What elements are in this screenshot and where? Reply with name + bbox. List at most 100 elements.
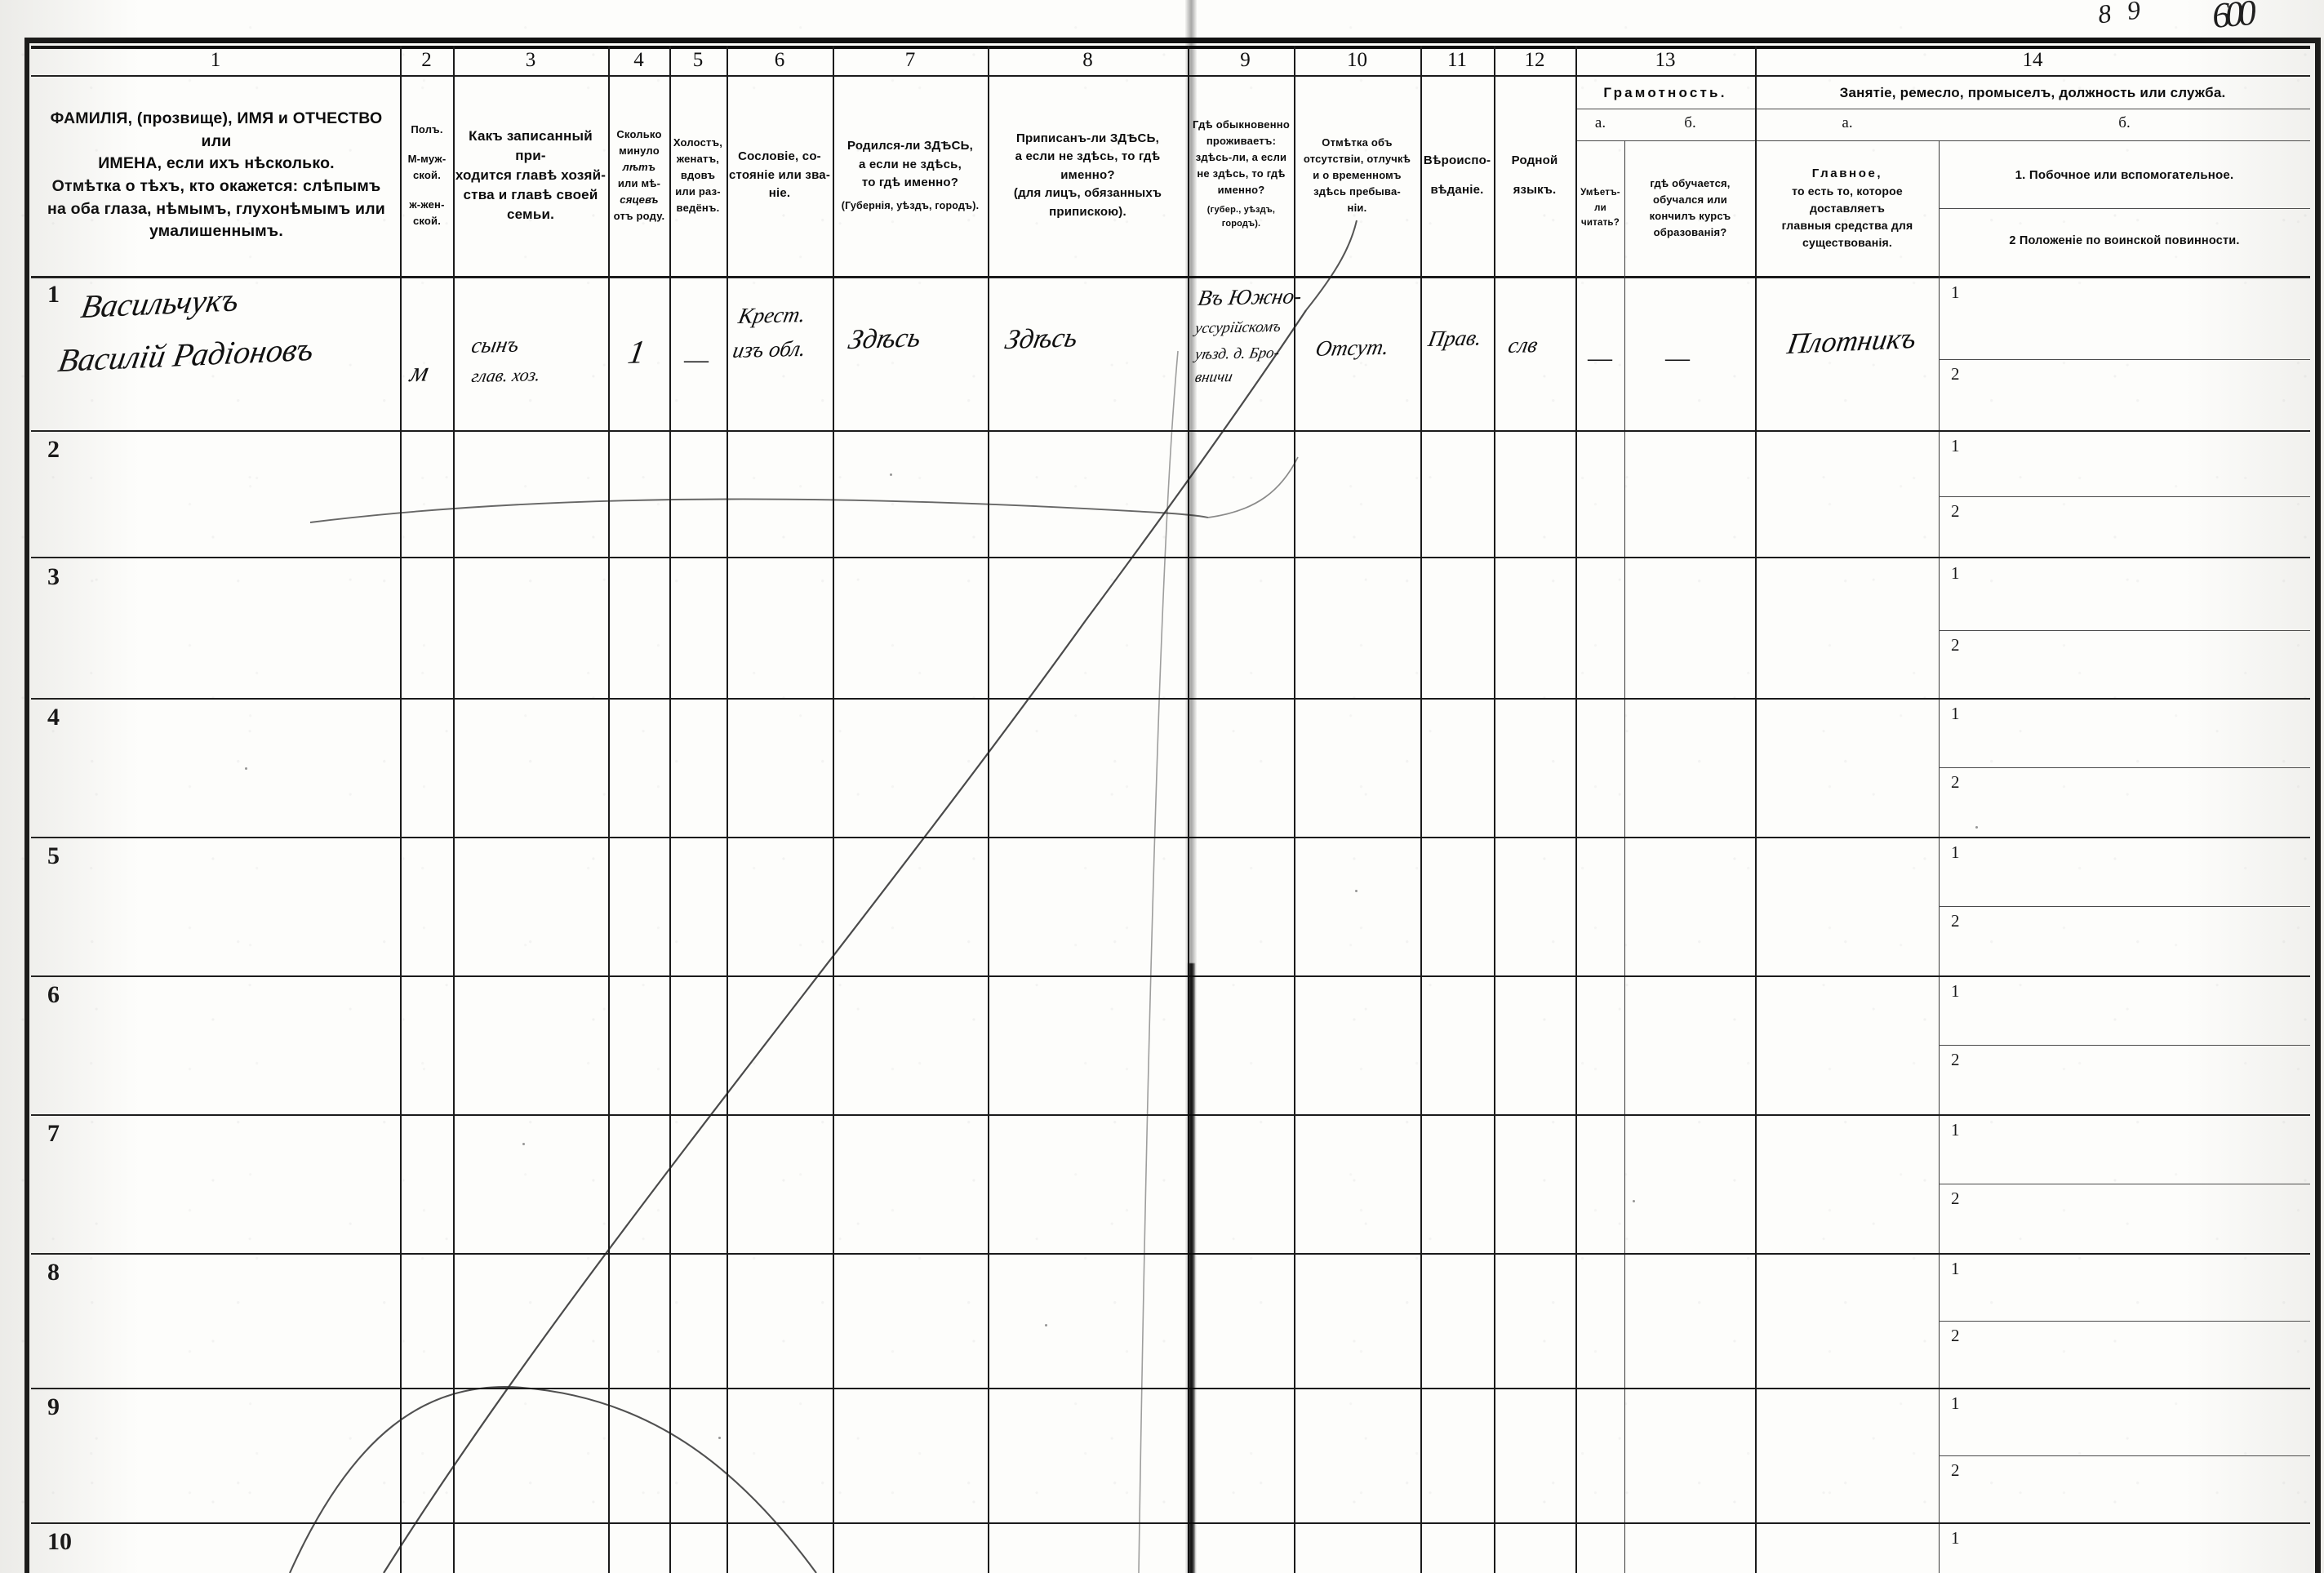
column-number-3: 3 xyxy=(525,49,536,71)
row-number-6: 6 xyxy=(47,981,60,1008)
column-number-8: 8 xyxy=(1082,49,1093,71)
header-c6-line-1: Сословіе, со- xyxy=(738,149,821,164)
divider-c11-c12 xyxy=(1494,46,1495,1573)
header-c8-line-1: Приписанъ-ли ЗДѢСЬ, xyxy=(1016,131,1159,145)
divider-c13a-c13b xyxy=(1624,140,1625,1573)
rule-c14-ab-labels xyxy=(1755,140,2310,141)
header-c2-line-1: Полъ. xyxy=(411,122,443,136)
divider-c10-c11 xyxy=(1420,46,1422,1573)
header-c10-line-2: отсутствіи, отлучкѣ xyxy=(1303,152,1411,165)
column-number-12: 12 xyxy=(1524,49,1545,71)
entry-r1-c6-line-2: изъ обл. xyxy=(731,335,808,363)
header-c12-line-2: языкъ. xyxy=(1513,183,1557,197)
entry-r1-c3-line-1: сынъ xyxy=(469,331,522,358)
divider-c4-c5 xyxy=(669,46,671,1573)
subrow-rule-9 xyxy=(1939,1455,2310,1456)
header-c2-line-4: ж-жен- xyxy=(409,198,445,211)
scan-speckle xyxy=(1633,1200,1635,1202)
header-c10-line-4: здѣсь пребыва- xyxy=(1313,185,1401,198)
header-c8-line-4: (для лицъ, обязанныхъ xyxy=(1013,186,1162,201)
header-c7-line-2: а если не здѣсь, xyxy=(859,157,962,171)
header-c5-line-5: ведёнъ. xyxy=(676,202,720,215)
header-c10-line-5: ніи. xyxy=(1347,202,1367,215)
header-c7-line-3: то гдѣ именно? xyxy=(861,176,959,190)
header-c13a-line-2: ли xyxy=(1594,202,1606,213)
column-number-14: 14 xyxy=(2022,49,2043,71)
marginalia-top-right-right: 600 xyxy=(2210,0,2254,36)
entry-r1-c1-line-1: Васильчукъ xyxy=(78,281,242,326)
header-c1-line-5: умалишеннымъ. xyxy=(149,222,283,241)
column-number-10: 10 xyxy=(1347,49,1367,71)
header-c5-line-1: Холостъ, xyxy=(673,136,723,149)
header-c3-line-2: ходится главѣ хозяй- xyxy=(455,167,607,183)
header-c13-sub-b: гдѣ обучается, обучался или кончилъ курс… xyxy=(1626,144,1754,273)
header-c1-line-4: на оба глаза, нѣмымъ, глухонѣмымъ или xyxy=(47,199,385,218)
scan-speckle xyxy=(1975,826,1978,829)
subrow-number-r4-b: 2 xyxy=(1951,772,1960,792)
column-number-7: 7 xyxy=(904,49,916,71)
subrow-number-r7-b: 2 xyxy=(1951,1189,1960,1208)
header-c9-line-3: здѣсь-ли, а если xyxy=(1195,150,1287,163)
subrow-number-r6-b: 2 xyxy=(1951,1050,1960,1069)
divider-c5-c6 xyxy=(727,46,728,1573)
entry-r1-c8: Здѣсь xyxy=(1002,322,1081,356)
column-number-13: 13 xyxy=(1655,49,1676,71)
divider-c7-c8 xyxy=(988,46,989,1573)
divider-c6-c7 xyxy=(833,46,834,1573)
header-c13-sub-b-label: б. xyxy=(1684,114,1696,131)
subrow-number-r8-b: 2 xyxy=(1951,1326,1960,1345)
header-c9-line-6: (губер., уѣздъ, городъ). xyxy=(1206,205,1276,229)
row-number-3: 3 xyxy=(47,563,60,590)
form-outer-border xyxy=(24,38,2321,1573)
row-rule-5 xyxy=(31,975,2310,977)
header-c2-line-5: ской. xyxy=(412,215,442,228)
column-number-2: 2 xyxy=(421,49,432,71)
subrow-number-r2-a: 1 xyxy=(1951,436,1960,455)
row-number-9: 9 xyxy=(47,1393,60,1420)
header-c14a-line-2: то есть то, которое доставляетъ xyxy=(1792,184,1903,216)
row-number-2: 2 xyxy=(47,436,60,463)
header-c7-line-1: Родился-ли ЗДѢСЬ, xyxy=(847,139,973,153)
header-c9-line-5: именно? xyxy=(1217,184,1265,197)
divider-c8-c9 xyxy=(1188,46,1189,1573)
subrow-number-r10-a: 1 xyxy=(1951,1528,1960,1548)
scan-speckle xyxy=(522,1143,525,1145)
header-c13b-line-3: кончилъ курсъ xyxy=(1649,210,1731,222)
header-c4-line-4: или мѣ- xyxy=(617,177,661,189)
entry-r1-c13a: — xyxy=(1588,344,1612,371)
header-c7-line-4: (Губернія, уѣздъ, городъ). xyxy=(841,199,980,211)
entry-r1-c13b: — xyxy=(1665,344,1690,371)
header-column-10: Отмѣтка объ отсутствіи, отлучкѣ и о врем… xyxy=(1295,78,1419,273)
subrow-number-r9-b: 2 xyxy=(1951,1460,1960,1480)
row-number-7: 7 xyxy=(47,1120,60,1147)
rule-under-header xyxy=(31,276,2310,278)
divider-c1-c2 xyxy=(400,46,402,1573)
header-c1-line-1: ФАМИЛІЯ, (прозвище), ИМЯ и ОТЧЕСТВО или xyxy=(50,109,383,150)
subrow-number-r1-b: 2 xyxy=(1951,364,1960,384)
row-rule-7 xyxy=(31,1253,2310,1255)
entry-r1-c9-line-4: вничи xyxy=(1193,367,1234,387)
subrow-rule-4 xyxy=(1939,767,2310,768)
row-rule-2 xyxy=(31,557,2310,558)
header-c13a-line-3: читать? xyxy=(1581,218,1620,229)
divider-c9-c10 xyxy=(1294,46,1295,1573)
header-column-12: Родной языкъ. xyxy=(1495,78,1574,273)
header-c14-sub-a-label: а. xyxy=(1842,114,1853,131)
header-c11-line-2: вѣданіе. xyxy=(1430,183,1484,197)
row-number-5: 5 xyxy=(47,842,60,869)
header-c8-line-5: припискою). xyxy=(1049,204,1126,219)
header-c13-sub-a-label: а. xyxy=(1594,114,1606,131)
header-c13b-line-2: обучался или xyxy=(1653,193,1727,206)
column-number-9: 9 xyxy=(1240,49,1251,71)
header-c2-line-3: ской. xyxy=(412,168,442,181)
header-c4-line-2: минуло xyxy=(619,144,660,157)
row-rule-6 xyxy=(31,1114,2310,1116)
header-c14a-line-1: Главное, xyxy=(1811,166,1883,180)
header-column-3: Какъ записанный при- ходится главѣ хозяй… xyxy=(455,78,607,273)
header-column-6: Сословіе, со- стояніе или зва- ніе. xyxy=(728,78,831,273)
subrow-number-r3-b: 2 xyxy=(1951,635,1960,655)
subrow-rule-3 xyxy=(1939,630,2310,631)
header-c10-line-3: и о временномъ xyxy=(1313,168,1402,181)
entry-r1-c9-line-1: Въ Южно- xyxy=(1196,283,1304,311)
row-number-4: 4 xyxy=(47,704,60,731)
